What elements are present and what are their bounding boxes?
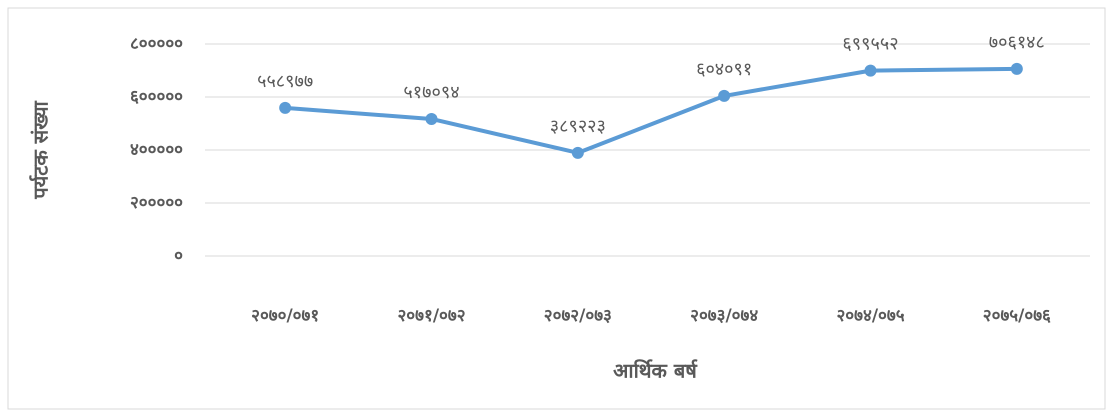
- point: [571, 146, 584, 159]
- point: [425, 112, 438, 125]
- y-tick-label: ८०००००: [130, 34, 183, 54]
- data-label: ५१७०९४: [403, 82, 459, 103]
- y-tick-label: ०: [174, 246, 183, 266]
- x-tick-label: २०७४/०७५: [836, 306, 904, 326]
- data-label: ३८९२२३: [550, 116, 606, 137]
- data-label: ७०६१४८: [989, 32, 1045, 53]
- point: [1010, 62, 1023, 75]
- data-label: ६९९५५२: [842, 34, 898, 55]
- y-axis-title: पर्यटक संख्या: [29, 101, 53, 200]
- data-label: ६०४०९१: [696, 59, 752, 80]
- x-tick-label: २०७३/०७४: [690, 306, 758, 326]
- data-label: ५५८९७७: [257, 71, 313, 92]
- y-tick-label: ४०००००: [130, 140, 183, 160]
- y-tick-label: २०००००: [130, 193, 183, 213]
- y-tick-label: ६०००००: [130, 87, 183, 107]
- x-tick-label: २०७५/०७६: [983, 306, 1051, 326]
- point: [718, 89, 731, 102]
- x-tick-label: २०७२/०७३: [544, 306, 612, 326]
- point: [279, 101, 292, 114]
- chart-frame: [7, 7, 1106, 410]
- point: [864, 64, 877, 77]
- x-tick-label: २०७१/०७२: [397, 306, 465, 326]
- x-axis-title: आर्थिक बर्ष: [613, 359, 698, 383]
- line: [283, 66, 1019, 155]
- x-tick-label: २०७०/०७१: [251, 306, 319, 326]
